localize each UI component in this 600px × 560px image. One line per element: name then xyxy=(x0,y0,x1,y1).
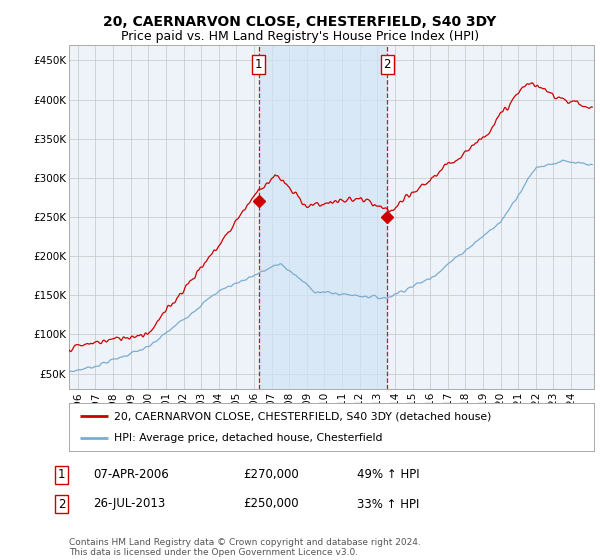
Text: 1: 1 xyxy=(255,58,262,71)
Text: 07-APR-2006: 07-APR-2006 xyxy=(93,468,169,482)
Text: £270,000: £270,000 xyxy=(243,468,299,482)
Text: 49% ↑ HPI: 49% ↑ HPI xyxy=(357,468,419,482)
Text: 2: 2 xyxy=(58,497,65,511)
Text: Price paid vs. HM Land Registry's House Price Index (HPI): Price paid vs. HM Land Registry's House … xyxy=(121,30,479,43)
Bar xyxy=(259,45,388,389)
Text: £250,000: £250,000 xyxy=(243,497,299,511)
Text: Contains HM Land Registry data © Crown copyright and database right 2024.
This d: Contains HM Land Registry data © Crown c… xyxy=(69,538,421,557)
Text: 2: 2 xyxy=(383,58,391,71)
Text: HPI: Average price, detached house, Chesterfield: HPI: Average price, detached house, Ches… xyxy=(113,433,382,443)
Text: 26-JUL-2013: 26-JUL-2013 xyxy=(93,497,165,511)
Text: 20, CAERNARVON CLOSE, CHESTERFIELD, S40 3DY: 20, CAERNARVON CLOSE, CHESTERFIELD, S40 … xyxy=(103,15,497,29)
Text: 33% ↑ HPI: 33% ↑ HPI xyxy=(357,497,419,511)
Text: 1: 1 xyxy=(58,468,65,482)
Text: 20, CAERNARVON CLOSE, CHESTERFIELD, S40 3DY (detached house): 20, CAERNARVON CLOSE, CHESTERFIELD, S40 … xyxy=(113,411,491,421)
